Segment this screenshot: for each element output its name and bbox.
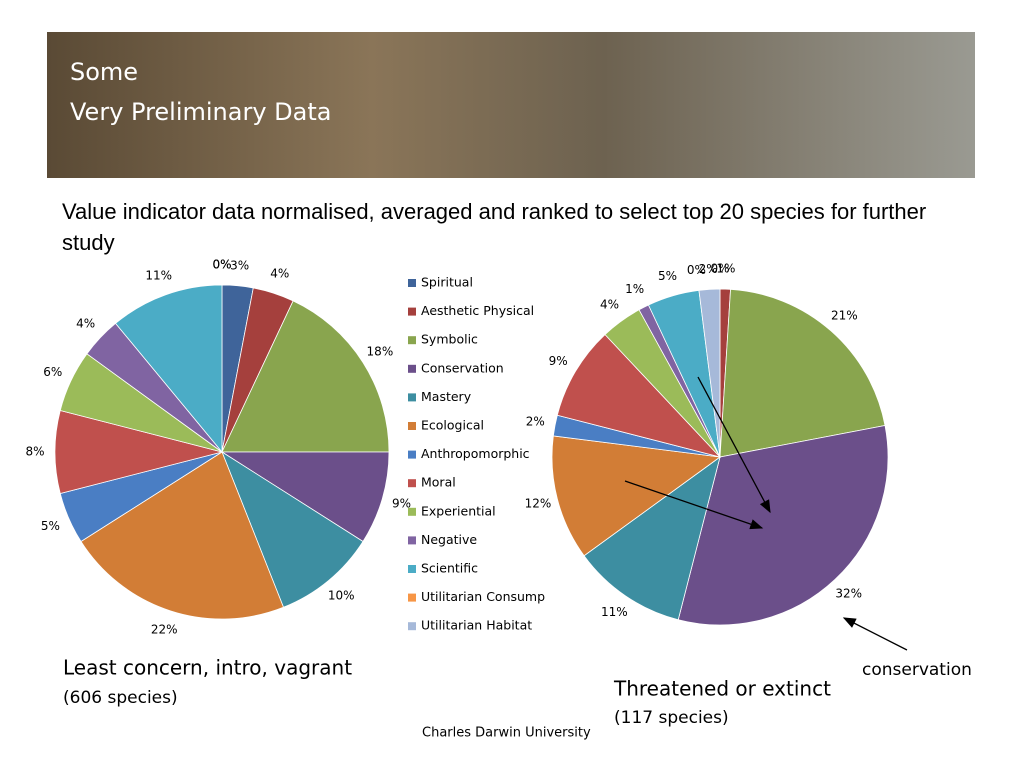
data-label: 3%: [230, 258, 249, 272]
data-label: 0%: [687, 263, 706, 277]
data-label: 5%: [41, 519, 60, 533]
annotation: conservation: [862, 660, 972, 680]
pie-slice: [80, 451, 284, 620]
data-label: 9%: [549, 354, 568, 368]
pie-slice: [698, 288, 721, 458]
data-label: 10%: [328, 589, 355, 603]
data-label: 8%: [25, 445, 44, 459]
data-label: 11%: [145, 269, 172, 283]
legend-swatch: [408, 450, 416, 459]
legend-swatch: [408, 479, 416, 488]
legend-label: Experiential: [421, 503, 496, 518]
data-label: 4%: [76, 316, 95, 330]
legend-swatch: [408, 593, 416, 602]
data-label: 4%: [270, 267, 289, 281]
legend-swatch: [408, 336, 416, 345]
pies: 3%4%18%9%10%22%5%8%6%4%11%0%0% 0%1%21%32%…: [25, 258, 889, 636]
legend-swatch: [408, 307, 416, 316]
intro-box: Value indicator data normalised, average…: [62, 199, 927, 255]
data-label: 32%: [835, 587, 862, 601]
legend-swatch: [408, 364, 416, 373]
data-label: 0%: [212, 258, 231, 272]
data-label: 21%: [831, 308, 858, 322]
pie-slice: [677, 425, 889, 626]
data-label: 9%: [392, 497, 411, 511]
data-label: 2%: [699, 262, 718, 276]
header-title: Some: [70, 58, 138, 86]
data-label: 22%: [151, 622, 178, 636]
pie-slice: [221, 451, 364, 608]
arrow: [842, 617, 908, 651]
data-label: 12%: [525, 496, 552, 510]
pie-slice: [220, 451, 390, 543]
pie-slice: [551, 435, 722, 557]
data-label: 2%: [526, 414, 545, 428]
legend-label: Conservation: [421, 360, 504, 375]
data-label: 0%: [212, 258, 231, 272]
legend-swatch: [408, 422, 416, 430]
legend-label: Moral: [421, 475, 456, 490]
intro: Value indicator data normalised, average…: [62, 199, 927, 255]
caption: Threatened or extinct: [613, 677, 831, 701]
legend-label: Scientific: [421, 561, 478, 576]
data-label: 1%: [625, 282, 644, 296]
data-label: 11%: [601, 605, 628, 619]
data-label: 5%: [658, 269, 677, 283]
caption: (117 species): [614, 708, 729, 728]
footer: Charles Darwin University: [422, 726, 591, 741]
header-image: [47, 32, 975, 178]
legend-swatch: [408, 393, 416, 402]
legend-swatch: [408, 279, 416, 287]
legend-label: Anthropomorphic: [421, 446, 530, 461]
data-label: 1%: [716, 262, 735, 276]
arrow: [624, 480, 764, 530]
pie-slice: [114, 284, 223, 454]
legend-label: Negative: [421, 532, 477, 547]
legend-swatch: [408, 507, 416, 516]
legend-label: Ecological: [421, 418, 484, 433]
caption: Least concern, intro, vagrant: [63, 656, 352, 680]
header-title: Very Preliminary Data: [70, 98, 331, 126]
pie-slice: [719, 288, 886, 458]
caption: (606 species): [63, 688, 178, 708]
arrow: [697, 376, 771, 514]
legend-label: Utilitarian Consump: [421, 589, 545, 604]
data-label: 0%: [710, 262, 729, 276]
pie-slice: [556, 333, 722, 458]
legend-label: Mastery: [421, 389, 472, 404]
legend-label: Spiritual: [421, 275, 473, 290]
legend-swatch: [408, 622, 416, 631]
pie-slice: [583, 456, 721, 621]
pie-slice: [221, 300, 390, 453]
legend-swatch: [408, 536, 416, 545]
data-label: 18%: [367, 344, 394, 358]
legend-swatch: [408, 565, 416, 573]
data-label: 6%: [43, 365, 62, 379]
data-label: 4%: [600, 297, 619, 311]
legend-label: Utilitarian Habitat: [421, 618, 532, 633]
legend-label: Aesthetic Physical: [421, 303, 534, 318]
legend-label: Symbolic: [421, 332, 478, 347]
